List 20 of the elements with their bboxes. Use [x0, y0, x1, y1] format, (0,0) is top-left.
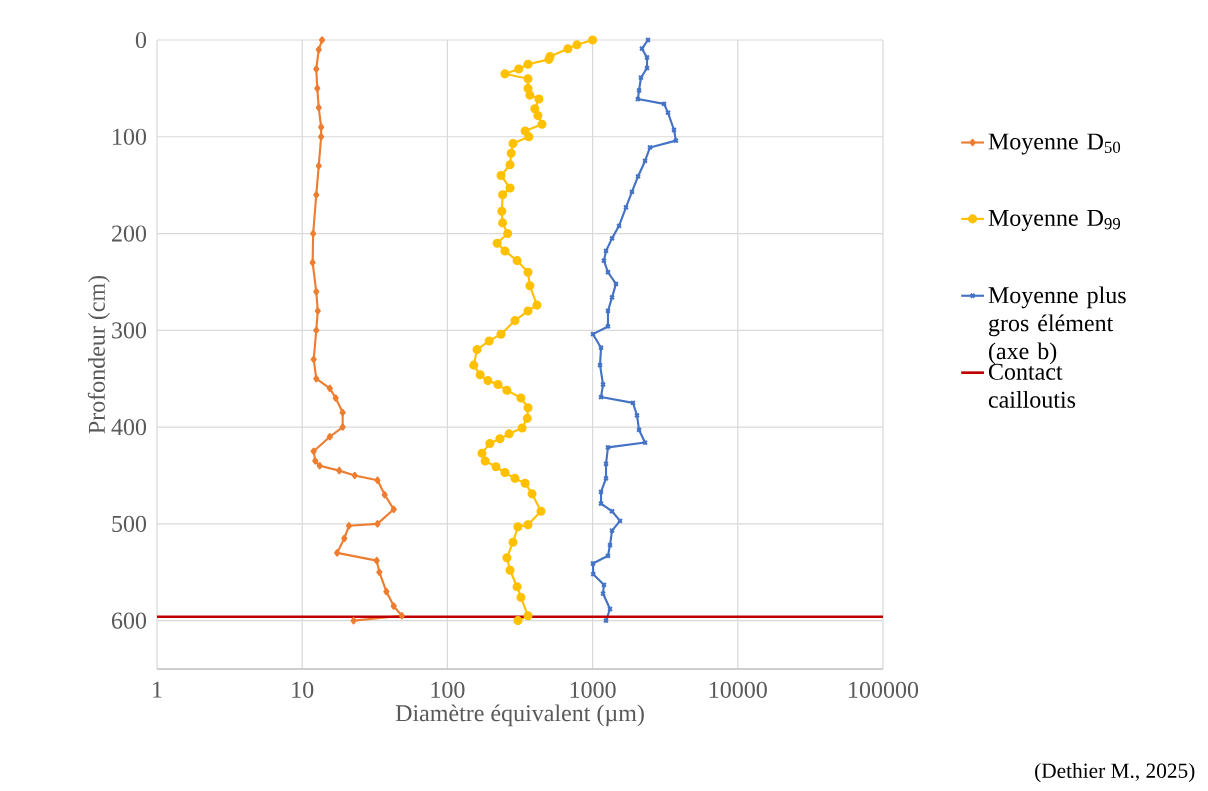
y-tick-label: 500 [112, 515, 147, 532]
y-tick-label: 100 [113, 128, 147, 145]
x-tick-label: 10 [292, 681, 314, 698]
y-tick-label: 300 [112, 322, 147, 339]
x-axis-title: Diamètre équivalent (µm) [395, 704, 644, 727]
legend-label: Moyenne plus gros élément (axe b) [988, 286, 1126, 365]
legend-label: Moyenne D$_{99}$ [988, 210, 1121, 231]
y-tick-label: 0 [135, 31, 147, 49]
y-tick-label: 400 [111, 418, 147, 436]
y-tick-label: 200 [112, 225, 147, 242]
legend-label: Contact cailloutis [988, 363, 1076, 408]
x-tick-label: 100 [431, 681, 465, 698]
x-tick-label: 10000 [709, 681, 767, 698]
legend-label: Moyenne D$_{50}$ [988, 133, 1121, 155]
x-tick-label: 100000 [849, 681, 919, 698]
y-tick-label: 600 [111, 612, 147, 629]
x-tick-label: 1 [153, 681, 162, 698]
x-tick-label: 1000 [570, 681, 616, 698]
text: (Dethier M., 2025) [1035, 762, 1195, 783]
y-axis-title: Profondeur (cm) [87, 275, 110, 434]
